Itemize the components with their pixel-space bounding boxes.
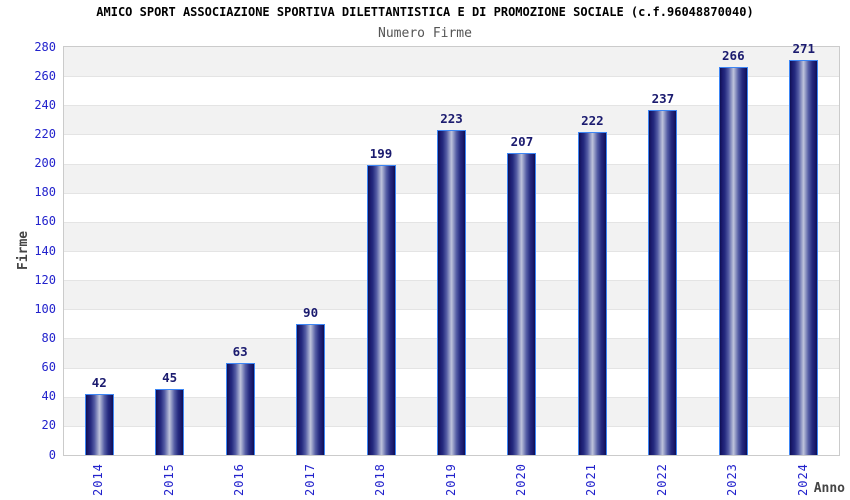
bar-value-label: 45: [162, 370, 178, 386]
grid-band: [64, 76, 839, 106]
bar-value-label: 237: [651, 90, 675, 106]
x-tick-label: 2022: [654, 463, 669, 497]
y-tick-label: 120: [34, 272, 56, 287]
bar: [225, 363, 255, 455]
bar: [577, 131, 607, 455]
bar: [366, 165, 396, 455]
y-tick-label: 200: [34, 156, 56, 171]
y-tick-label: 40: [41, 389, 56, 404]
y-tick-label: 0: [48, 447, 56, 462]
bar: [155, 389, 185, 455]
bar: [507, 153, 537, 455]
y-tick-label: 60: [41, 360, 56, 375]
y-tick-label: 100: [34, 301, 56, 316]
bar: [648, 109, 678, 455]
x-tick-label: 2018: [373, 463, 388, 497]
grid-band: [64, 47, 839, 77]
y-tick-label: 160: [34, 214, 56, 229]
bar-value-label: 199: [369, 146, 393, 162]
bar-value-label: 63: [232, 344, 248, 360]
bar-value-label: 266: [722, 48, 745, 64]
x-tick-label: 2014: [91, 463, 106, 497]
y-tick-label: 180: [34, 185, 56, 200]
bar-value-label: 90: [303, 304, 319, 320]
chart-subtitle: Numero Firme: [378, 26, 472, 41]
x-axis-title: Anno: [813, 481, 845, 496]
x-tick-label: 2016: [232, 463, 247, 497]
y-tick-label: 20: [41, 418, 56, 433]
bar-value-label: 223: [440, 111, 463, 127]
bar: [84, 393, 114, 455]
y-tick-label: 220: [34, 126, 56, 141]
y-tick-label: 280: [34, 39, 56, 54]
x-tick-label: 2021: [584, 463, 599, 497]
gridline: [64, 105, 839, 107]
chart-title: AMICO SPORT ASSOCIAZIONE SPORTIVA DILETT…: [96, 5, 754, 19]
y-tick-label: 260: [34, 68, 56, 83]
x-tick-label: 2023: [725, 463, 740, 497]
gridline: [64, 76, 839, 78]
bar: [437, 130, 466, 455]
bar-value-label: 42: [91, 374, 107, 390]
bar: [296, 323, 326, 455]
bar-value-label: 222: [581, 112, 604, 128]
x-tick-label: 2024: [795, 463, 810, 497]
x-tick-label: 2015: [161, 463, 176, 497]
bar: [789, 60, 819, 455]
bar-value-label: 271: [792, 41, 816, 57]
x-tick-label: 2019: [443, 463, 458, 497]
x-tick-label: 2017: [302, 463, 317, 497]
bar: [718, 67, 748, 455]
y-tick-label: 240: [34, 97, 56, 112]
x-tick-label: 2020: [513, 463, 528, 497]
bar-value-label: 207: [510, 134, 534, 150]
y-tick-label: 80: [41, 330, 56, 345]
grid-band: [64, 105, 839, 135]
y-tick-label: 140: [34, 243, 56, 258]
